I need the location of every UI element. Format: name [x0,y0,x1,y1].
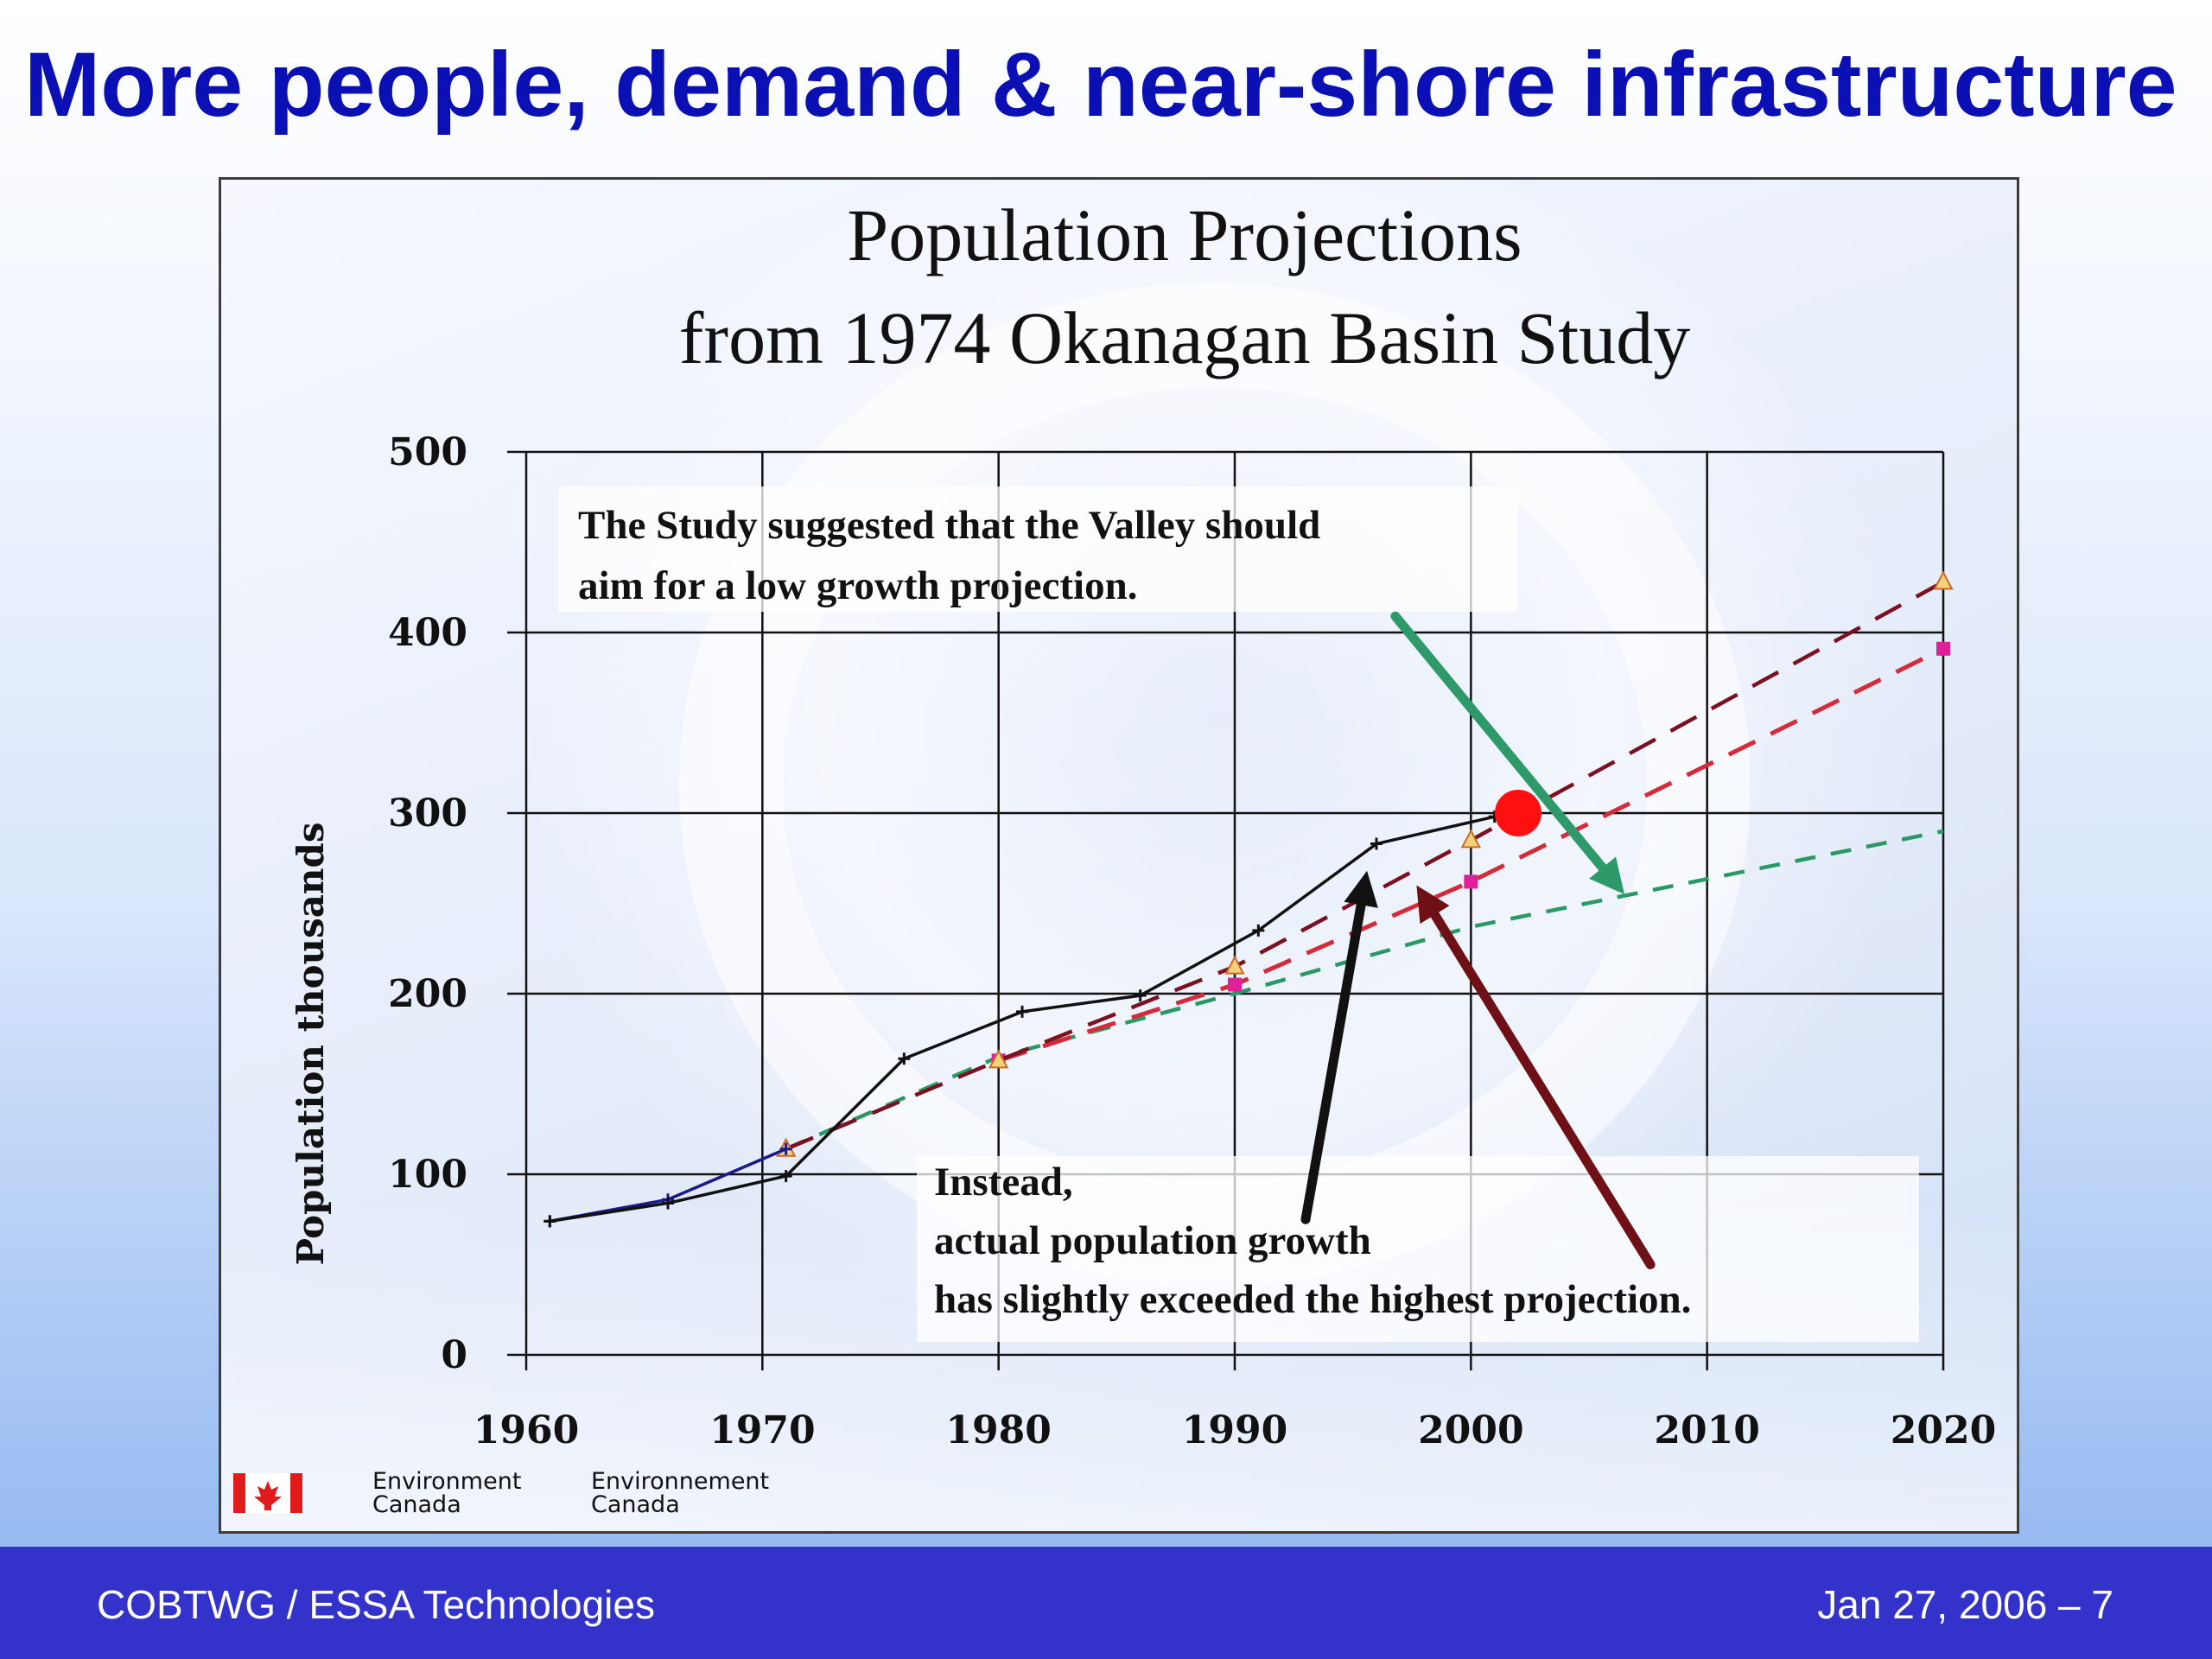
data-point-medium [1936,641,1950,656]
annotations: The Study suggested that the Valley shou… [558,486,1919,1342]
y-tick-labels: 0 100 200 300 400 500 [388,430,467,1377]
canada-flag-left-bar [233,1473,245,1513]
logo-text-en: Environment [372,1468,521,1495]
annotation-arrows [1300,611,1656,1269]
annotation-box-instead [917,1156,1919,1342]
logo-text-en: Canada [372,1491,461,1518]
data-point-high [988,1049,1009,1069]
x-tick-label: 2010 [1654,1408,1759,1452]
x-tick-label: 2020 [1891,1408,1996,1452]
x-tick-label: 1980 [945,1408,1051,1452]
data-point-actual [1252,924,1265,937]
y-tick-label: 100 [388,1153,467,1197]
y-tick-label: 0 [441,1333,467,1377]
logo-text-fr: Environnement [591,1468,769,1495]
data-point-actual [662,1197,674,1210]
data-point-actual [1016,1005,1028,1018]
data-point-actual [1370,837,1382,850]
footer-bar: COBTWG / ESSA Technologies Jan 27, 2006 … [0,1547,2212,1659]
chart-title-line-2: from 1974 Okanagan Basin Study [679,296,1690,379]
data-point-medium [1228,977,1242,992]
annotation-instead-line: has slightly exceeded the highest projec… [934,1277,1691,1322]
data-point-actual [898,1052,911,1065]
data-point-medium [1464,874,1478,889]
y-tick-label: 300 [388,791,467,836]
data-point-high [1460,829,1481,849]
data-point-actual [1134,989,1147,1002]
arrow-shaft-1 [1300,899,1366,1224]
annotation-low-growth-line: aim for a low growth projection. [578,563,1138,608]
maple-leaf-icon [254,1481,282,1510]
chart-title-line-1: Population Projections [847,194,1522,276]
logo-text-fr: Canada [591,1491,680,1518]
arrow-shaft-2 [1429,910,1656,1269]
data-point-high [1224,955,1245,975]
arrow-head-2 [1416,885,1450,925]
annotation-instead-line: actual population growth [934,1218,1371,1263]
series-lines [543,570,1954,1228]
arrow-head-0 [1589,856,1624,895]
footer-organization: COBTWG / ESSA Technologies [97,1582,655,1627]
chart-panel: Population Projections from 1974 Okanaga… [219,177,2019,1534]
annotation-low-growth-line: The Study suggested that the Valley shou… [578,503,1320,548]
highlight-point [1495,790,1541,836]
data-point-historic [779,1142,792,1155]
population-chart: Population Projections from 1974 Okanaga… [221,180,2017,1531]
data-point-actual [543,1215,556,1228]
arrow-head-1 [1344,870,1378,908]
slide-title: More people, demand & near-shore infrast… [24,34,2177,136]
annotation-instead-line: Instead, [934,1160,1073,1205]
annotation-box-low-growth [558,486,1517,612]
x-tick-labels: 1960 1970 1980 1990 2000 2010 2020 [474,1408,1996,1452]
y-axis-label: Population thousands [289,823,332,1266]
x-tick-label: 1960 [474,1408,579,1452]
data-point-high [1933,570,1954,590]
y-tick-label: 500 [388,430,467,474]
x-tick-label: 2000 [1418,1408,1523,1452]
footer-date-page: Jan 27, 2006 – 7 [1817,1582,2113,1627]
y-tick-label: 400 [388,611,467,655]
x-tick-label: 1990 [1182,1408,1287,1452]
arrow-shaft-0 [1390,611,1608,873]
x-tick-label: 1970 [709,1408,815,1452]
canada-flag-right-bar [290,1473,302,1513]
grid [507,450,1945,1370]
y-tick-label: 200 [388,972,467,1016]
data-point-actual [779,1170,792,1183]
